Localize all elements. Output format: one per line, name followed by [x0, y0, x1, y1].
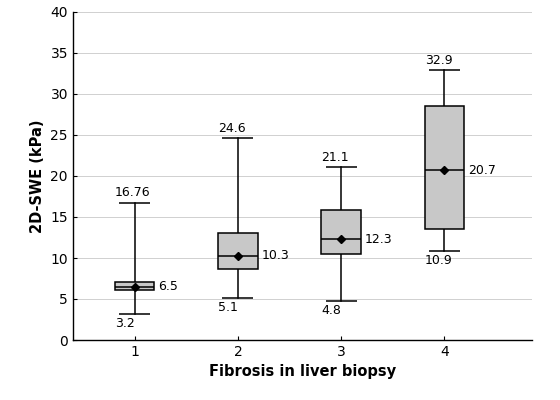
Text: 12.3: 12.3 — [365, 233, 393, 246]
Text: 24.6: 24.6 — [218, 122, 246, 135]
Text: 16.76: 16.76 — [115, 186, 151, 199]
Y-axis label: 2D-SWE (kPa): 2D-SWE (kPa) — [30, 119, 45, 233]
Text: 10.9: 10.9 — [424, 254, 452, 267]
Bar — [115, 282, 155, 290]
Text: 10.3: 10.3 — [262, 249, 290, 262]
Text: 20.7: 20.7 — [468, 164, 496, 177]
Text: 32.9: 32.9 — [424, 54, 452, 67]
Text: 3.2: 3.2 — [115, 317, 135, 330]
X-axis label: Fibrosis in liver biopsy: Fibrosis in liver biopsy — [209, 364, 396, 380]
Text: 5.1: 5.1 — [218, 302, 238, 314]
Text: 4.8: 4.8 — [321, 304, 342, 317]
Bar — [218, 232, 258, 269]
Text: 6.5: 6.5 — [158, 280, 178, 293]
Text: 21.1: 21.1 — [321, 151, 349, 164]
Bar — [321, 210, 361, 254]
Bar — [424, 106, 464, 229]
